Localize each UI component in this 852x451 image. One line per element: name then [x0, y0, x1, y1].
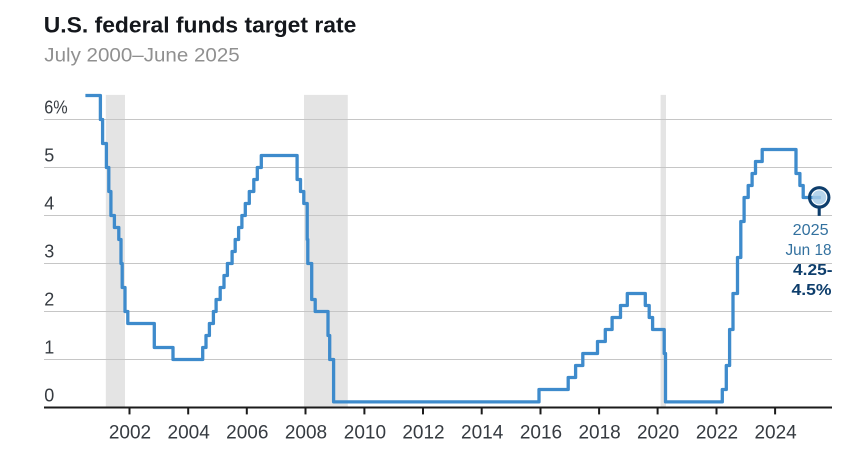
svg-text:2012: 2012: [402, 422, 444, 443]
svg-text:2022: 2022: [696, 422, 738, 443]
svg-text:2010: 2010: [344, 422, 386, 443]
svg-text:1: 1: [44, 338, 54, 358]
svg-text:July 2000–June 2025: July 2000–June 2025: [44, 45, 240, 67]
svg-text:4.25-: 4.25-: [793, 262, 833, 279]
svg-text:4.5%: 4.5%: [792, 282, 832, 299]
svg-text:2008: 2008: [285, 422, 327, 443]
svg-text:2025: 2025: [793, 222, 829, 239]
svg-text:2024: 2024: [754, 422, 797, 443]
svg-text:2: 2: [44, 290, 54, 310]
svg-text:2016: 2016: [520, 422, 562, 443]
svg-text:2020: 2020: [637, 422, 679, 443]
svg-text:Jun 18: Jun 18: [786, 242, 832, 259]
svg-text:4: 4: [44, 194, 54, 214]
svg-text:2002: 2002: [109, 422, 151, 443]
svg-text:6%: 6%: [44, 98, 67, 118]
svg-text:5: 5: [44, 146, 54, 166]
svg-text:U.S. federal funds target rate: U.S. federal funds target rate: [44, 13, 357, 38]
svg-text:2018: 2018: [578, 422, 620, 443]
svg-text:2014: 2014: [461, 422, 504, 443]
svg-text:2006: 2006: [226, 422, 268, 443]
svg-text:2004: 2004: [168, 422, 211, 443]
svg-text:0: 0: [44, 386, 54, 406]
svg-text:3: 3: [44, 242, 54, 262]
